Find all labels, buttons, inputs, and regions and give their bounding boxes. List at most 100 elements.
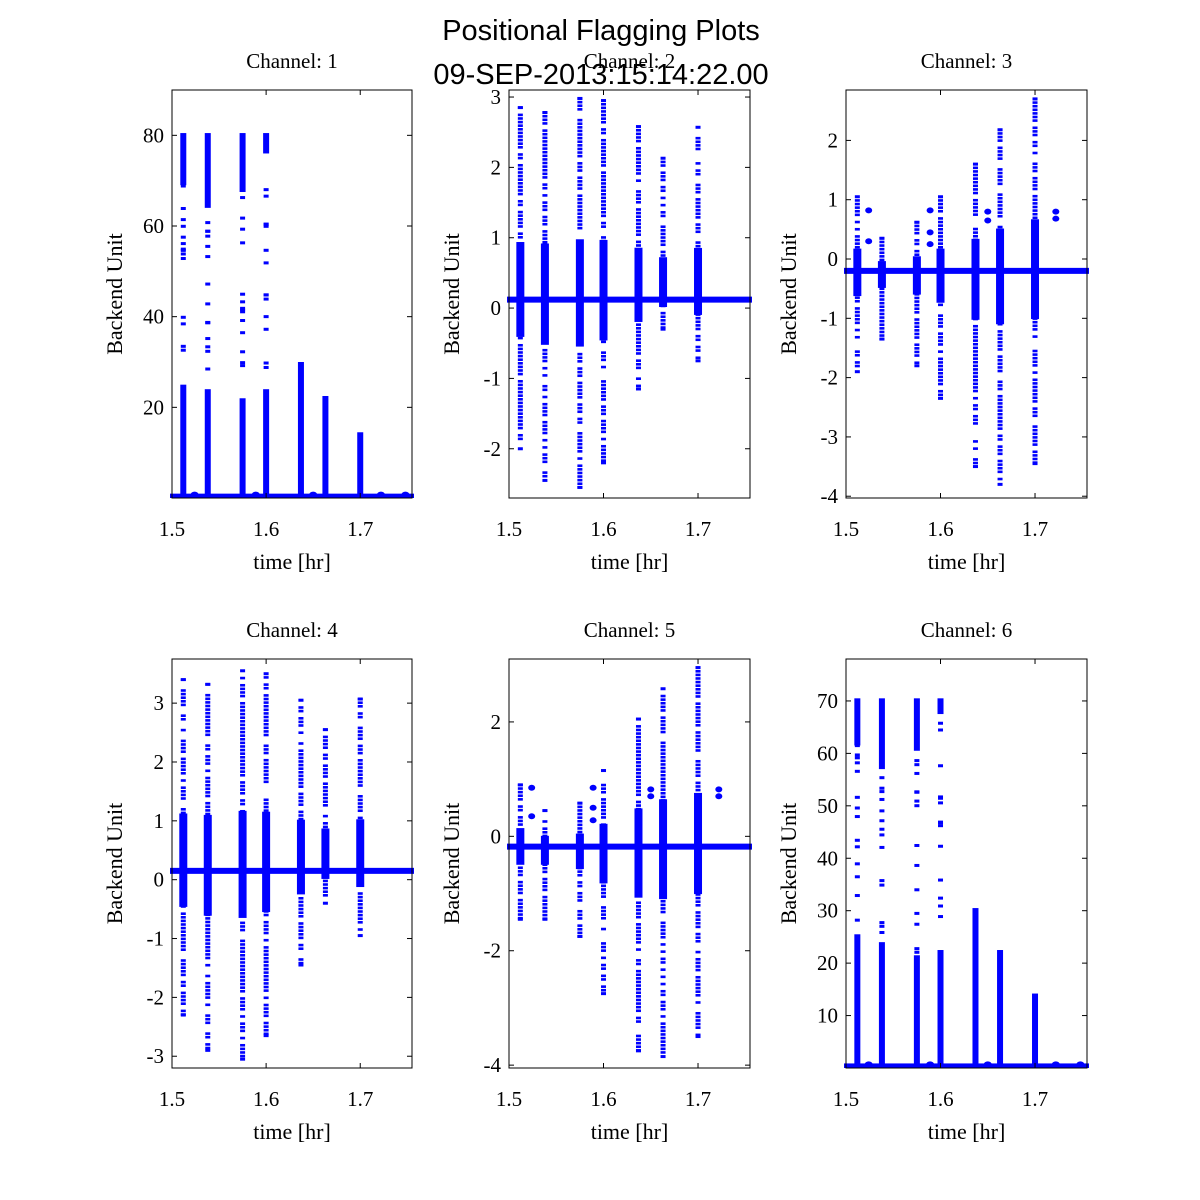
spike-point — [542, 884, 548, 888]
spike-point — [517, 257, 523, 261]
spike-point — [879, 247, 885, 251]
spike-point — [357, 712, 363, 715]
spike-point — [322, 746, 328, 750]
spike-point — [635, 876, 641, 879]
spike-point — [577, 273, 583, 277]
spike-point — [240, 809, 246, 813]
sparse-point — [879, 776, 885, 780]
sparse-point — [854, 845, 860, 849]
spike-points — [322, 396, 329, 498]
spike-point — [542, 410, 548, 413]
spike-point — [601, 178, 607, 182]
spike-point — [972, 414, 978, 418]
spike-point — [695, 208, 701, 212]
spike-point — [854, 317, 860, 321]
spike-point — [577, 845, 583, 848]
spike-point — [205, 909, 211, 913]
spike-point — [263, 744, 269, 748]
spike-point — [577, 241, 583, 244]
spike-point — [938, 379, 944, 382]
spike-point — [660, 1004, 666, 1007]
spike-point — [997, 420, 1003, 423]
spike-point — [972, 458, 978, 461]
spike-point — [577, 410, 583, 414]
spike-core — [971, 238, 980, 320]
spike-max-point — [240, 669, 246, 673]
spike-point — [938, 249, 944, 253]
spike-point — [854, 220, 860, 224]
spike-point — [854, 314, 860, 317]
spike-point — [240, 853, 246, 856]
spike-point — [914, 296, 920, 300]
spike-point — [263, 1010, 269, 1014]
spike-point — [298, 886, 304, 889]
spike-point — [635, 330, 641, 334]
spike-point — [635, 384, 641, 388]
spike-point — [240, 1036, 246, 1040]
subplot-title: Channel: 1 — [246, 49, 338, 73]
spike-point — [660, 982, 666, 986]
spike-point — [542, 877, 548, 881]
spike-point — [695, 911, 701, 914]
spike-point — [205, 783, 211, 787]
spike-point — [914, 343, 920, 347]
spike-point — [854, 353, 860, 357]
spike-point — [542, 287, 548, 291]
spike-point — [542, 456, 548, 460]
spike-point — [542, 215, 548, 219]
spike-point — [695, 702, 701, 705]
spike-point — [542, 863, 548, 866]
spike-point — [1032, 176, 1038, 180]
spike-point — [542, 258, 548, 262]
spike-point — [205, 974, 211, 978]
spike-point — [601, 142, 607, 146]
spike-point — [660, 211, 666, 214]
baseline-points — [507, 296, 752, 303]
spike-point — [997, 243, 1003, 247]
sparse-point — [205, 367, 211, 371]
sparse-point — [180, 218, 186, 222]
spike-point — [240, 759, 246, 763]
spike-point — [298, 817, 304, 821]
spike-point — [660, 881, 666, 885]
spike-point — [577, 223, 583, 226]
spike-point — [938, 206, 944, 209]
spike-point — [695, 731, 701, 734]
spike-point — [660, 903, 666, 907]
spike-point — [517, 401, 523, 405]
spike-point — [601, 358, 607, 362]
spike-point — [542, 291, 548, 294]
spike-point — [577, 895, 583, 899]
spike-point — [1032, 439, 1038, 443]
baseline-points — [170, 493, 414, 498]
spike-point — [635, 215, 641, 218]
baseline-bump — [1076, 1061, 1085, 1068]
spike-point — [601, 405, 607, 408]
spike-point — [660, 766, 666, 770]
spike-point — [180, 1002, 186, 1005]
spike-point — [357, 895, 363, 899]
spike-point — [542, 471, 548, 474]
spike-point — [635, 789, 641, 793]
spike-point — [180, 746, 186, 750]
spike-point — [997, 312, 1003, 315]
spike-point — [263, 920, 269, 924]
spike-point — [601, 452, 607, 455]
sparse-point — [879, 879, 885, 883]
spike-point — [205, 917, 211, 920]
spike-point — [695, 965, 701, 968]
spike-points — [936, 195, 945, 400]
spike-point — [1032, 371, 1038, 374]
spike-point — [601, 870, 607, 873]
sparse-point — [240, 300, 246, 304]
spike-point — [240, 943, 246, 946]
sparse-point — [938, 801, 944, 805]
spike-point — [357, 831, 363, 834]
spike-point — [695, 302, 701, 306]
spike-point — [240, 856, 246, 860]
spike-point — [517, 830, 523, 834]
sparse-point — [914, 771, 920, 775]
spike-point — [635, 341, 641, 344]
spike-point — [660, 286, 666, 290]
spike-point — [542, 302, 548, 305]
